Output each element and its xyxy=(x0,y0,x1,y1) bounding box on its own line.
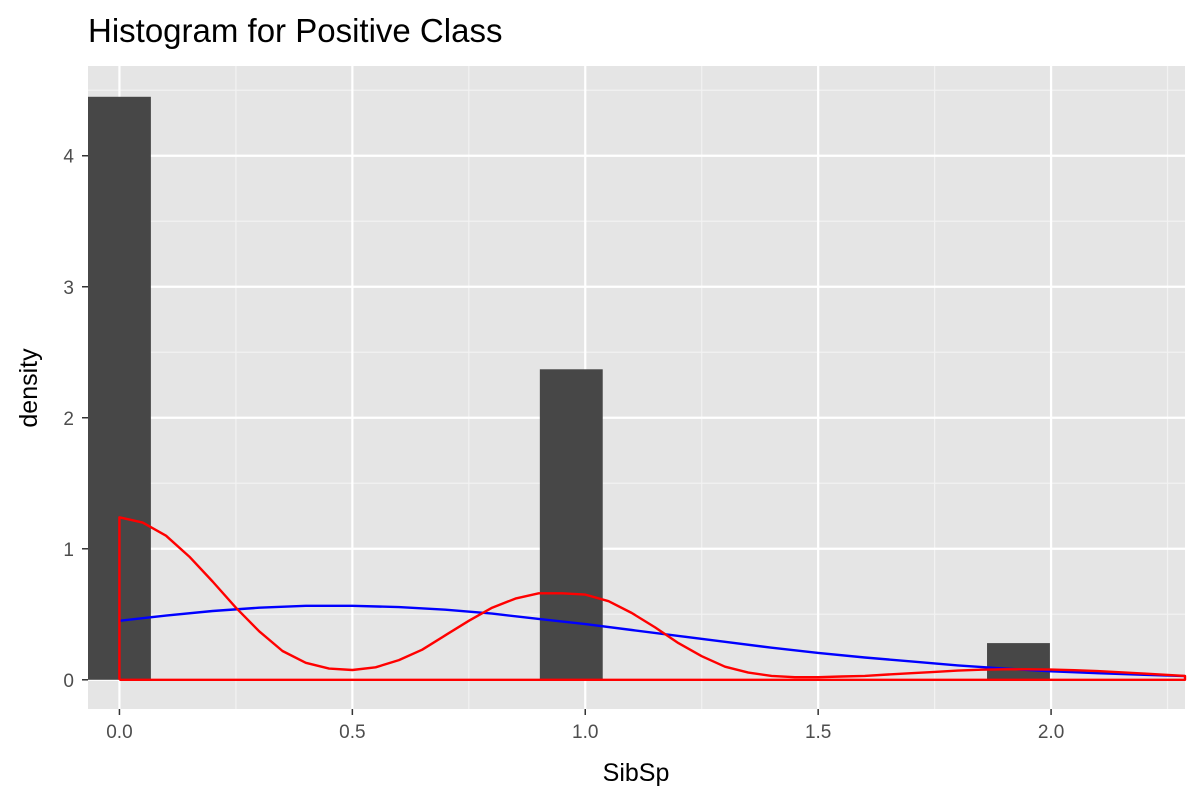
histogram-bar xyxy=(987,643,1050,680)
chart-title: Histogram for Positive Class xyxy=(88,12,502,49)
histogram-bar xyxy=(539,369,603,680)
y-tick-label: 2 xyxy=(63,409,74,430)
x-tick-label: 2.0 xyxy=(1038,722,1064,743)
x-axis-title: SibSp xyxy=(603,759,670,787)
density-curves xyxy=(118,516,1187,681)
x-tick-label: 0.0 xyxy=(106,722,132,743)
y-tick-label: 3 xyxy=(63,278,74,299)
minor-gridlines xyxy=(88,66,1185,709)
x-tick-label: 0.5 xyxy=(339,722,365,743)
y-tick-label: 1 xyxy=(63,540,74,561)
density-curve xyxy=(118,516,1187,681)
y-axis-title: density xyxy=(15,348,43,428)
y-tick-label: 4 xyxy=(63,147,74,168)
y-tick-label: 0 xyxy=(63,671,74,692)
axes: 0.0 0.5 1.0 1.5 2.0 0 1 2 3 4 xyxy=(63,147,1064,743)
plot-panel xyxy=(88,66,1185,709)
x-tick-label: 1.0 xyxy=(572,722,598,743)
x-tick-label: 1.5 xyxy=(805,722,831,743)
